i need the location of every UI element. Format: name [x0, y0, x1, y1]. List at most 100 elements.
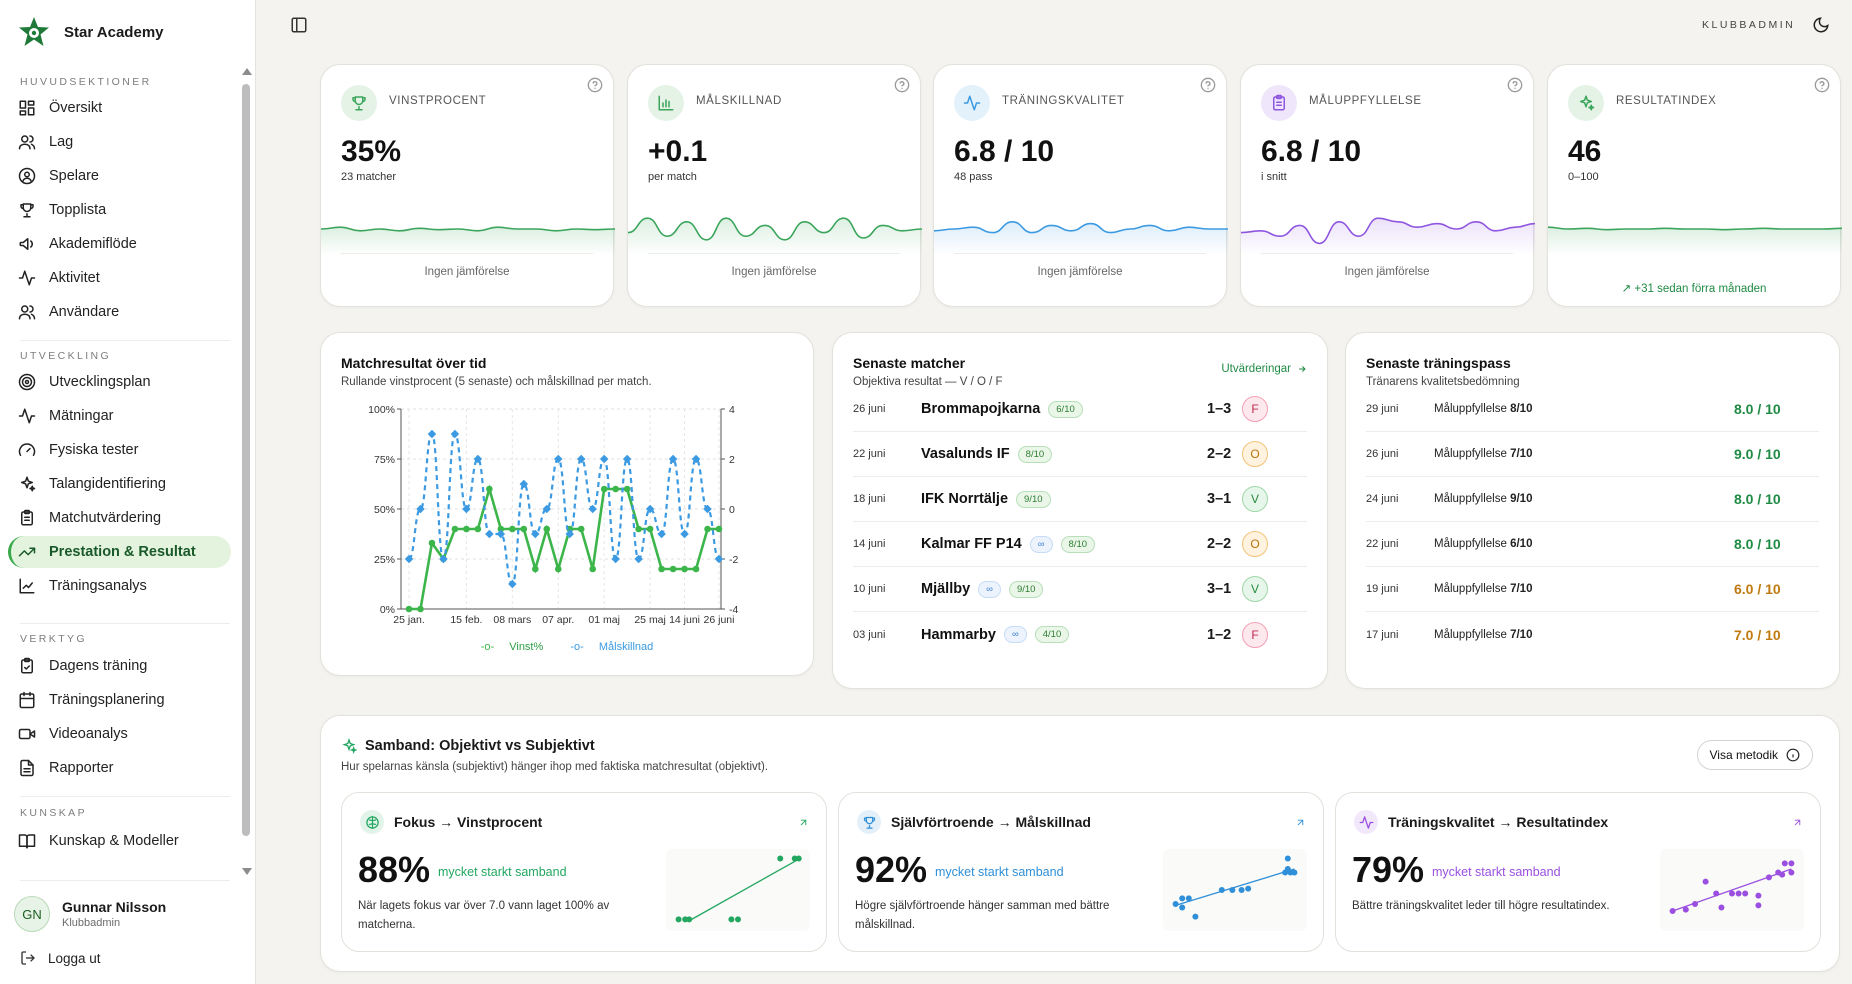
sidebar-item-kunskap-modeller[interactable]: Kunskap & Modeller [8, 825, 231, 857]
point-win [497, 525, 505, 533]
training-row[interactable]: 29 juni Måluppfyllelse 8/10 8.0 / 10 [1366, 387, 1819, 432]
help-button[interactable] [894, 77, 910, 93]
rating-badge: 9/10 [1008, 580, 1044, 598]
sidebar-item-översikt[interactable]: Översikt [8, 92, 231, 124]
sidebar-item-användare[interactable]: Användare [8, 296, 231, 328]
correlation-sub-card[interactable]: Träningskvalitet → Resultatindex 79% mycke… [1335, 792, 1821, 952]
sidebar-toggle-icon[interactable] [290, 16, 308, 34]
point-win [600, 485, 608, 493]
sidebar-item-label: Mätningar [49, 408, 114, 424]
sidebar-item-aktivitet[interactable]: Aktivitet [8, 262, 231, 294]
brand[interactable]: Star Academy [18, 14, 164, 50]
correlation-card-title: Fokus → Vinstprocent [394, 814, 543, 830]
help-button[interactable] [587, 77, 603, 93]
info-icon [1786, 748, 1800, 762]
scrollbar-up-arrow[interactable] [242, 68, 252, 75]
kpi-icon-wrap [648, 85, 684, 121]
match-score: 1–2 [1207, 626, 1232, 643]
match-row[interactable]: 10 juni Mjällby ∞ 9/10 3–1 V [853, 567, 1307, 612]
point-diff [703, 504, 712, 514]
sidebar-item-label: Träningsanalys [49, 578, 147, 594]
sidebar-item-träningsplanering[interactable]: Träningsplanering [8, 684, 231, 716]
sidebar-item-träningsanalys[interactable]: Träningsanalys [8, 570, 231, 602]
line-chart-icon [19, 578, 35, 594]
open-detail-button[interactable] [1295, 815, 1305, 826]
nav-divider [20, 340, 230, 341]
correlation-sub-card[interactable]: Fokus → Vinstprocent 88% mycket starkt sam… [341, 792, 827, 952]
sidebar-item-rapporter[interactable]: Rapporter [8, 752, 231, 784]
result-badge: O [1242, 531, 1268, 557]
help-icon [1507, 77, 1523, 93]
scatter-plot [666, 849, 810, 931]
point-win [520, 525, 528, 533]
kpi-subtext: i snitt [1261, 171, 1287, 183]
legend-diff[interactable]: -o- Målskillnad [570, 641, 654, 653]
point-win [658, 565, 665, 573]
sidebar-item-label: Lag [49, 134, 74, 150]
sidebar-item-spelare[interactable]: Spelare [8, 160, 231, 192]
point-diff [554, 454, 563, 464]
sidebar-item-dagens-träning[interactable]: Dagens träning [8, 650, 231, 682]
sidebar-item-utvecklingsplan[interactable]: Utvecklingsplan [8, 366, 231, 398]
clipboard-check-icon [21, 657, 33, 674]
y-right-tick-label: -4 [729, 604, 738, 616]
point-diff [645, 504, 655, 514]
logout-button[interactable]: Logga ut [20, 950, 101, 966]
sidebar-item-prestation-resultat[interactable]: Prestation & Resultat [8, 536, 231, 568]
training-row[interactable]: 17 juni Måluppfyllelse 7/10 7.0 / 10 [1366, 612, 1819, 657]
sidebar-item-label: Aktivitet [49, 270, 100, 286]
kpi-label: TRÄNINGSKVALITET [1002, 95, 1125, 107]
training-row[interactable]: 26 juni Måluppfyllelse 7/10 9.0 / 10 [1366, 432, 1819, 477]
kpi-card: RESULTATINDEX 46 0–100 ↗ +31 sedan förra må… [1547, 64, 1842, 307]
sidebar-item-fysiska-tester[interactable]: Fysiska tester [8, 434, 231, 466]
training-row[interactable]: 22 juni Måluppfyllelse 6/10 8.0 / 10 [1366, 522, 1819, 567]
chart-title: Matchresultat över tid [341, 355, 487, 371]
point-win [474, 525, 482, 533]
sidebar-item-mätningar[interactable]: Mätningar [8, 400, 231, 432]
sidebar-item-talangidentifiering[interactable]: Talangidentifiering [8, 468, 231, 500]
show-methodology-button[interactable]: Visa metodik [1696, 740, 1813, 770]
point-win [509, 525, 516, 533]
help-button[interactable] [1814, 77, 1830, 93]
scrollbar-down-arrow[interactable] [242, 868, 252, 875]
sidebar-item-lag[interactable]: Lag [8, 126, 231, 158]
nav-divider [20, 623, 230, 624]
kpi-subtext: 23 matcher [341, 171, 397, 183]
legend-win[interactable]: -o- Vinst% [480, 641, 544, 653]
scatter-point [1245, 885, 1252, 892]
training-goal: Måluppfyllelse 8/10 [1434, 403, 1533, 415]
scatter-point [1755, 892, 1762, 899]
kpi-icon-wrap [1261, 85, 1297, 121]
training-goal: Måluppfyllelse 6/10 [1434, 538, 1533, 550]
training-row[interactable]: 24 juni Måluppfyllelse 9/10 8.0 / 10 [1366, 477, 1819, 522]
sidebar-item-topplista[interactable]: Topplista [8, 194, 231, 226]
point-diff [691, 454, 701, 464]
help-button[interactable] [1200, 77, 1216, 93]
correlation-sub-card[interactable]: Självförtroende → Målskillnad 92% mycket s… [838, 792, 1324, 952]
sidebar-item-akademiflöde[interactable]: Akademiflöde [8, 228, 231, 260]
help-button[interactable] [1507, 77, 1523, 93]
correlation-percent: 88% [358, 849, 431, 890]
sidebar-item-videoanalys[interactable]: Videoanalys [8, 718, 231, 750]
moon-icon[interactable] [1812, 16, 1830, 34]
chart-legend: -o- Vinst% -o- Målskillnad [321, 641, 813, 653]
user-profile[interactable]: GN Gunnar Nilsson Klubbadmin [14, 896, 166, 932]
match-row[interactable]: 18 juni IFK Norrtälje 9/10 3–1 V [853, 477, 1307, 522]
y-right-tick-label: 2 [729, 454, 735, 466]
scatter-point [1735, 890, 1742, 897]
point-win [428, 539, 436, 547]
sidebar-scrollbar[interactable] [242, 84, 250, 836]
match-row[interactable]: 03 juni Hammarby ∞ 4/10 1–2 F [853, 612, 1307, 657]
match-row[interactable]: 14 juni Kalmar FF P14 ∞ 8/10 2–2 O [853, 522, 1307, 567]
open-detail-button[interactable] [798, 815, 808, 826]
training-row[interactable]: 19 juni Måluppfyllelse 7/10 6.0 / 10 [1366, 567, 1819, 612]
open-detail-button[interactable] [1792, 815, 1802, 826]
trophy-icon [863, 816, 875, 829]
match-row[interactable]: 22 juni Vasalunds IF 8/10 2–2 O [853, 432, 1307, 477]
sidebar-item-matchutvärdering[interactable]: Matchutvärdering [8, 502, 231, 534]
match-row[interactable]: 26 juni Brommapojkarna 6/10 1–3 F [853, 387, 1307, 432]
evaluations-link[interactable]: Utvärderingar [1221, 363, 1307, 375]
correlation-percent: 79% [1352, 849, 1425, 890]
scatter-point [1755, 902, 1762, 909]
sidebar-item-label: Talangidentifiering [49, 476, 166, 492]
